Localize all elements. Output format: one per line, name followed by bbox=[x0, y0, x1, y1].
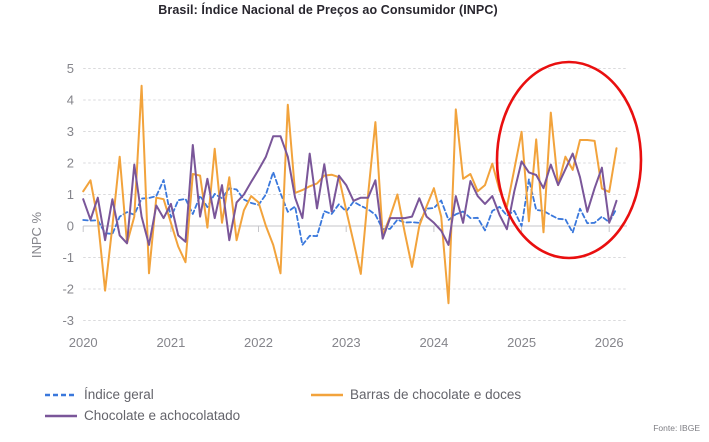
y-tick-label: 0 bbox=[67, 219, 74, 234]
y-tick-label: 2 bbox=[67, 156, 74, 171]
series-indice-geral bbox=[82, 171, 618, 246]
series-chocolate-e-achocolatado bbox=[82, 135, 618, 246]
x-tick-label: 2026 bbox=[595, 335, 624, 350]
legend-label-barras-de-chocolate: Barras de chocolate e doces bbox=[350, 387, 522, 402]
legend-swatch-barras-icon bbox=[311, 393, 343, 396]
x-tick-label: 2023 bbox=[332, 335, 361, 350]
x-tick-label: 2022 bbox=[244, 335, 273, 350]
y-tick-label: -2 bbox=[62, 282, 74, 297]
legend-label-indice-geral: Índice geral bbox=[84, 387, 154, 402]
y-tick-label: 4 bbox=[67, 93, 74, 108]
legend-swatch-indice-geral-icon bbox=[45, 393, 77, 396]
legend-item-indice-geral: Índice geral bbox=[44, 387, 154, 402]
y-tick-label: -3 bbox=[62, 313, 74, 328]
y-tick-label: -1 bbox=[62, 250, 74, 265]
inpc-line-chart: 5 4 3 2 1 0 -1 -2 -3 2020 2021 2022 2023 2024 2025 2026… bbox=[29, 60, 643, 350]
legend-item-chocolate-achocolatado: Chocolate e achocolatado bbox=[44, 408, 240, 423]
legend-swatch-chocolate-icon bbox=[45, 414, 77, 417]
y-tick-label: 5 bbox=[67, 61, 74, 76]
highlight-ellipse bbox=[495, 60, 643, 260]
y-tick-label: 3 bbox=[67, 124, 74, 139]
x-tick-label: 2024 bbox=[419, 335, 448, 350]
y-tick-label: 1 bbox=[67, 187, 74, 202]
x-tick-label: 2021 bbox=[156, 335, 185, 350]
chart-title: Brasil: Índice Nacional de Preços ao Con… bbox=[158, 3, 498, 17]
series-barras-de-chocolate-e-doces bbox=[82, 84, 618, 305]
y-axis-title: INPC % bbox=[29, 211, 44, 258]
x-tick-label: 2025 bbox=[507, 335, 536, 350]
x-tick-label: 2020 bbox=[69, 335, 98, 350]
legend-item-barras-de-chocolate: Barras de chocolate e doces bbox=[310, 387, 521, 402]
legend-label-chocolate-achocolatado: Chocolate e achocolatado bbox=[84, 408, 241, 423]
source-note: Fonte: IBGE bbox=[653, 423, 700, 433]
